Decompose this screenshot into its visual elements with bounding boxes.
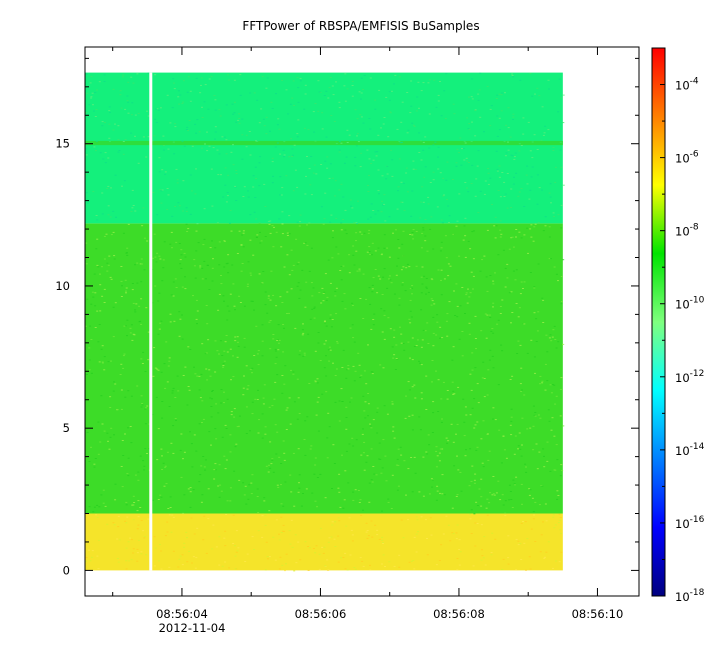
colorbar-tick-label: 10-18: [675, 588, 705, 604]
x-axis: 08:56:04 08:56:06 08:56:08 08:56:10: [112, 47, 624, 621]
colorbar-tick-label: 10-14: [675, 442, 705, 458]
power-band-3: [85, 140, 563, 146]
colorbar: 10-4 10-6 10-8 10-10 10-12 10-14 10-16 10-18: [651, 47, 705, 604]
x-tick-label: 08:56:06: [295, 607, 347, 621]
colorbar-tick-label: 10-6: [675, 150, 699, 166]
colorbar-tick-label: 10-4: [675, 77, 699, 93]
colorbar-tick-label: 10-10: [675, 296, 705, 312]
y-tick-label: 5: [63, 421, 70, 435]
colorbar-tick-label: 10-16: [675, 515, 705, 531]
y-tick-label: 15: [55, 137, 70, 151]
y-tick-label: 10: [55, 279, 70, 293]
plot-frame: [84, 46, 640, 597]
chart-title: FFTPower of RBSPA/EMFISIS BuSamples: [242, 19, 479, 33]
power-band-1: [85, 223, 563, 514]
power-band-2: [85, 72, 563, 224]
x-tick-label: 08:56:08: [433, 607, 485, 621]
colorbar-tick-label: 10-8: [675, 223, 699, 239]
power-band-0: [85, 513, 563, 571]
noise-texture: [85, 72, 565, 572]
x-tick-label: 08:56:04: [156, 607, 208, 621]
x-tick-label: 08:56:10: [572, 607, 624, 621]
colorbar-tick-label: 10-12: [675, 369, 704, 385]
x-date-label: 2012-11-04: [159, 621, 226, 635]
spectrogram-image: [85, 72, 565, 572]
y-tick-label: 0: [63, 563, 70, 577]
colorbar-scale: [651, 47, 666, 597]
data-gap: [149, 72, 153, 571]
plot-area: [84, 46, 640, 597]
y-axis: 0 5 10 15: [55, 57, 639, 577]
